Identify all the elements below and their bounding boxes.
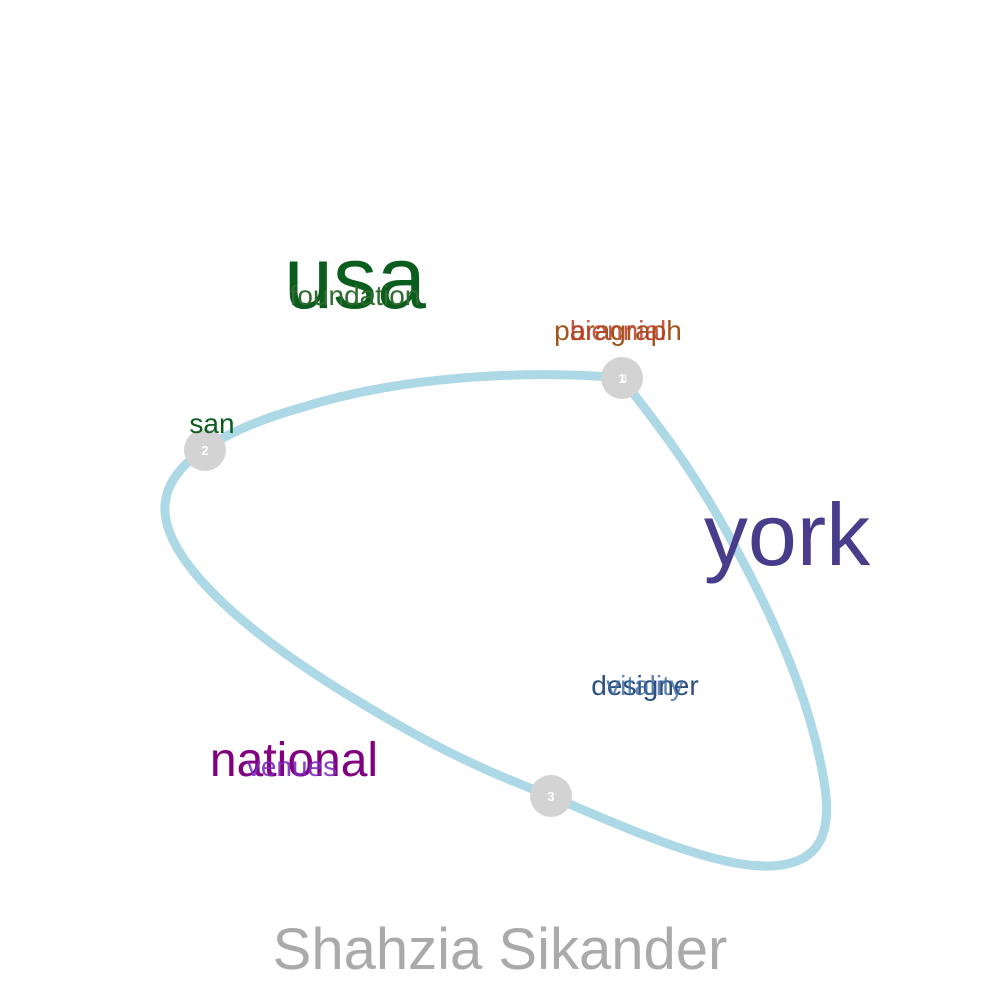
word-vitality: vitality xyxy=(606,670,684,701)
word-san: san xyxy=(189,408,234,439)
node-1-label: 1 xyxy=(618,371,625,386)
node-4-label: 4 xyxy=(620,371,628,386)
word-usa: usa xyxy=(284,228,426,327)
connection-loop xyxy=(160,370,831,871)
node-2-label: 2 xyxy=(201,443,208,458)
word-foundation: foundation xyxy=(290,280,421,311)
word-york: york xyxy=(704,485,871,584)
word-biennial: biennial xyxy=(570,315,667,346)
node-3: 3 xyxy=(530,775,572,817)
node-4: 4 xyxy=(620,371,628,386)
word-venues: venues xyxy=(247,751,337,782)
word-national: national xyxy=(210,734,378,787)
node-3-label: 3 xyxy=(547,789,554,804)
diagram-title: Shahzia Sikander xyxy=(272,917,728,982)
node-1: 1 xyxy=(601,357,643,399)
node-2: 2 xyxy=(184,429,226,471)
word-paragraph: paragraph xyxy=(554,315,682,346)
word-designer: designer xyxy=(591,670,698,701)
